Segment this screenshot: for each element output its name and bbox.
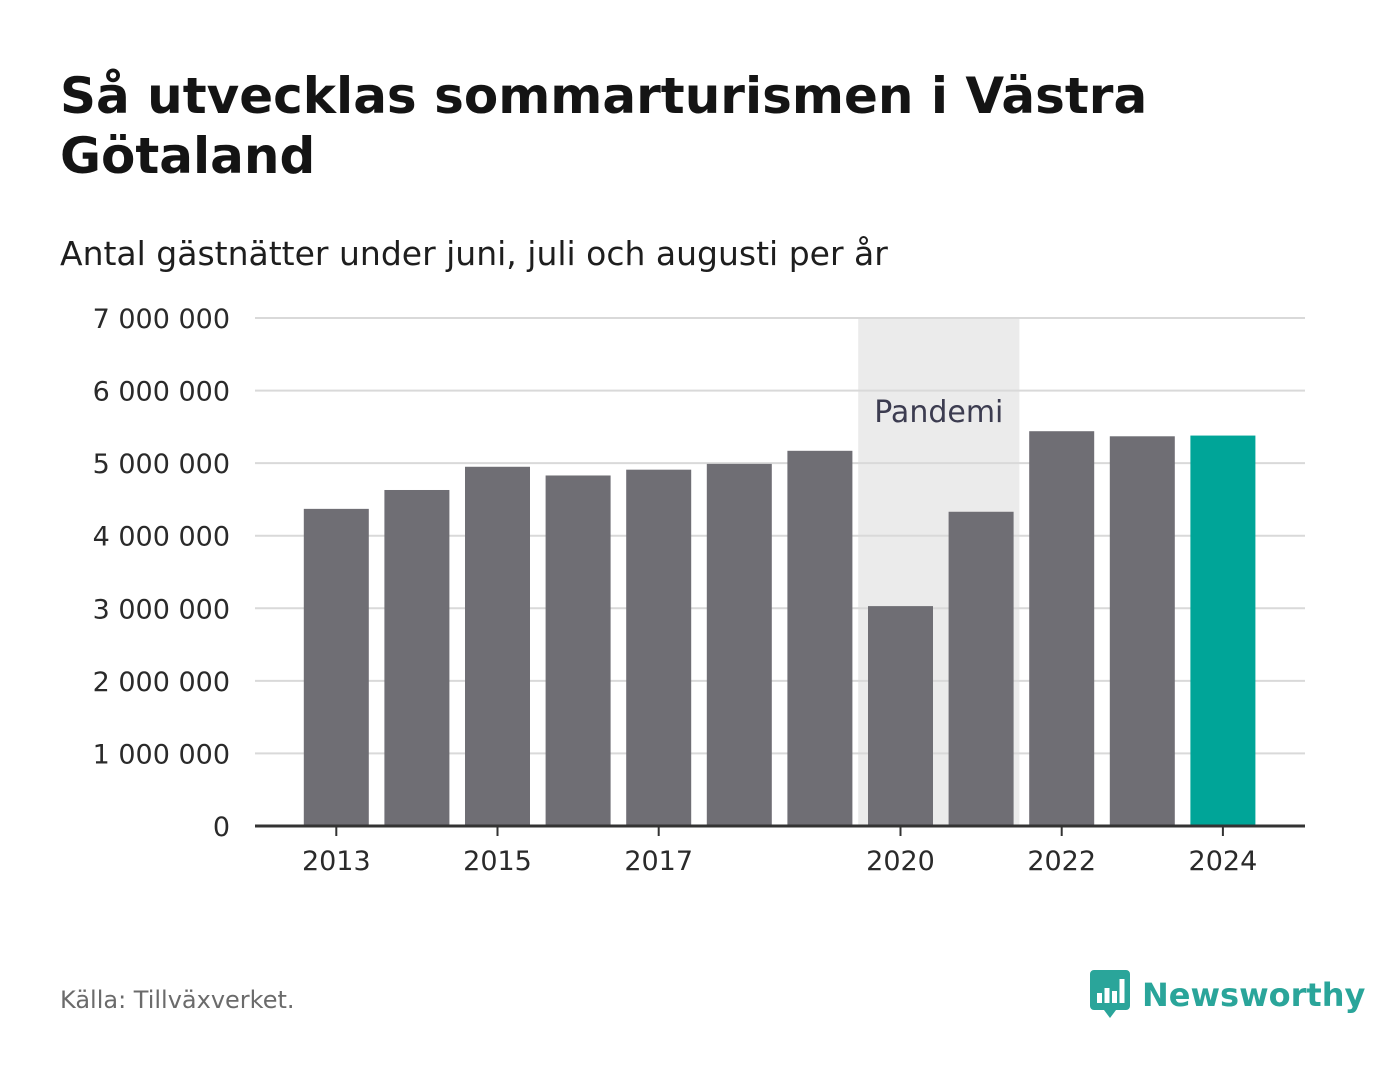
y-tick-label: 6 000 000 (93, 377, 230, 408)
x-tick-label: 2013 (302, 846, 371, 877)
bars (303, 431, 1256, 826)
bar-chart: Pandemi 0 1 000 000 2 000 000 3 000 000 4 00… (93, 304, 1305, 877)
y-tick-label: 2 000 000 (93, 667, 230, 698)
y-tick-label: 3 000 000 (93, 594, 230, 625)
bar-2013 (303, 508, 369, 826)
bar-2016 (545, 475, 611, 826)
y-tick-label: 0 (213, 812, 230, 843)
bar-2023 (1109, 436, 1175, 826)
x-tick-label: 2015 (463, 846, 532, 877)
y-tick-label: 1 000 000 (93, 739, 230, 770)
brand-name: Newsworthy (1142, 976, 1366, 1014)
x-tick-label: 2020 (866, 846, 935, 877)
bar-2020 (868, 606, 933, 826)
bar-2019 (787, 450, 853, 826)
source-note: Källa: Tillväxverket. (60, 986, 295, 1014)
annotation-label: Pandemi (874, 395, 1003, 430)
x-axis: 2013 2015 2017 2020 2022 2024 (255, 824, 1305, 877)
brand-logo[interactable]: Newsworthy (1090, 970, 1365, 1020)
y-tick-label: 7 000 000 (93, 304, 230, 335)
newsworthy-bar-chart-icon (1090, 970, 1130, 1018)
y-axis-tick-labels: 0 1 000 000 2 000 000 3 000 000 4 000 000 5 0… (93, 304, 230, 843)
y-tick-label: 4 000 000 (93, 522, 230, 553)
x-tick-label: 2022 (1027, 846, 1096, 877)
x-tick-label: 2024 (1189, 846, 1258, 877)
bar-2021 (948, 511, 1014, 826)
bar-2014 (384, 489, 450, 826)
y-tick-label: 5 000 000 (93, 449, 230, 480)
chart-title: Så utvecklas sommarturismen i Västra Göt… (60, 67, 1148, 185)
bar-2024 (1190, 435, 1256, 826)
x-tick-label: 2017 (624, 846, 693, 877)
bar-2017 (626, 469, 692, 826)
chart-subtitle: Antal gästnätter under juni, juli och au… (60, 234, 888, 273)
bar-2015 (465, 466, 530, 826)
bar-2018 (706, 463, 772, 826)
bar-2022 (1029, 431, 1095, 826)
